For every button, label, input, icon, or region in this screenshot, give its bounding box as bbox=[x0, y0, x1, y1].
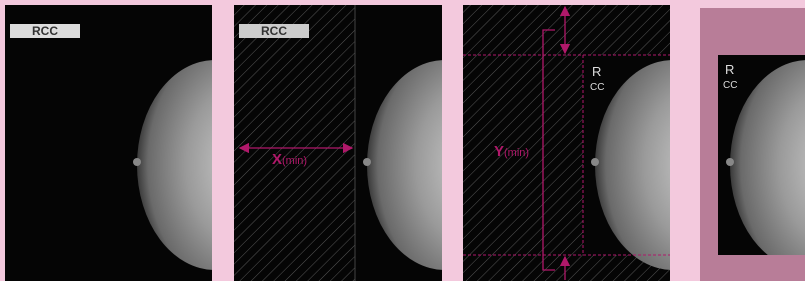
image-label: RCC bbox=[32, 24, 58, 38]
nipple bbox=[133, 158, 141, 166]
nipple bbox=[591, 158, 599, 166]
annotation-main: X bbox=[272, 151, 282, 168]
panel-cropped: R CC bbox=[700, 8, 805, 281]
diagram: RCC RCC X(min) Y(min) R CC bbox=[0, 0, 805, 281]
label-bottom: CC bbox=[723, 80, 737, 91]
annotation-sub: (min) bbox=[282, 155, 307, 167]
nipple bbox=[363, 158, 371, 166]
annotation-sub: (min) bbox=[504, 147, 529, 159]
image-label: RCC bbox=[261, 24, 287, 38]
crop-region bbox=[234, 5, 355, 281]
label-top: R bbox=[725, 62, 734, 77]
label-bottom: CC bbox=[590, 82, 604, 93]
label-top: R bbox=[592, 64, 601, 79]
nipple bbox=[726, 158, 734, 166]
annotation-main: Y bbox=[494, 143, 504, 160]
